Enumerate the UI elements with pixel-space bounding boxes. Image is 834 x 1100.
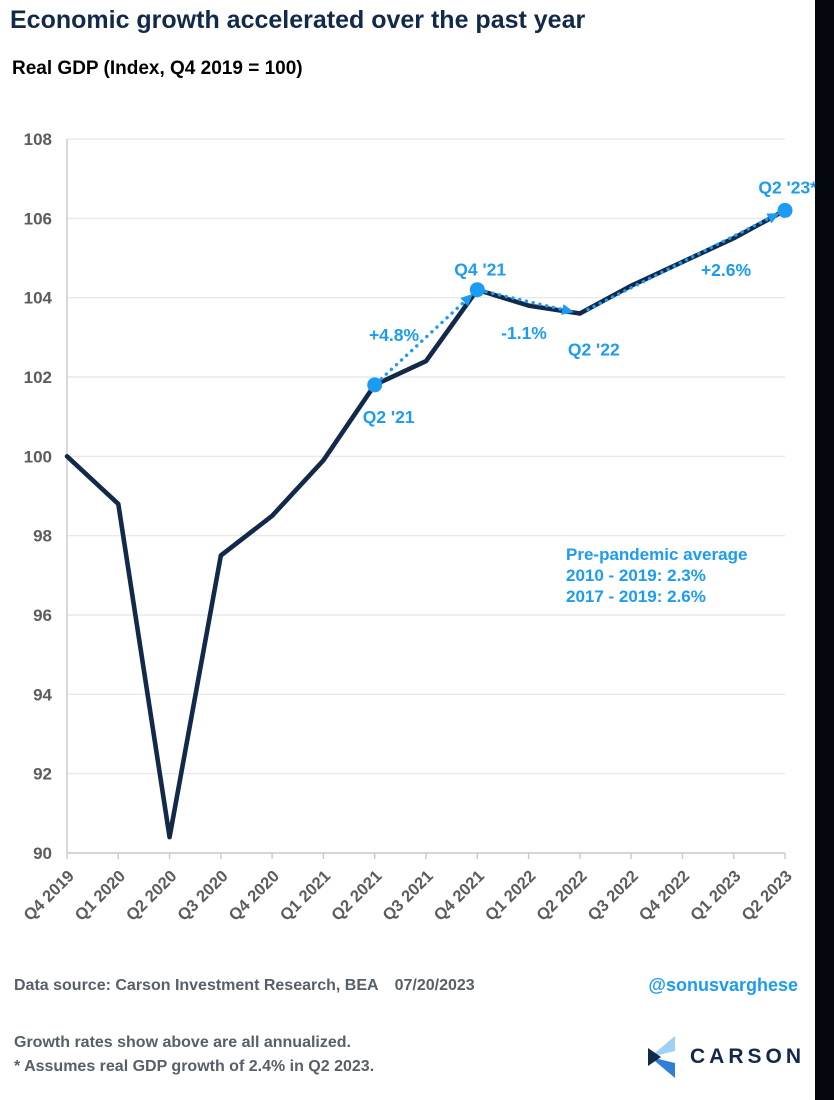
gdp-line <box>64 208 788 840</box>
twitter-handle-link[interactable]: @sonusvarghese <box>648 975 798 995</box>
x-tick-label: Q2 2020 <box>123 867 180 924</box>
highlight-marker <box>469 282 485 298</box>
x-tick-label: Q1 2022 <box>482 867 539 924</box>
arrowhead-icon <box>460 293 473 307</box>
footnote-assumption: * Assumes real GDP growth of 2.4% in Q2 … <box>14 1058 375 1075</box>
x-tick-label: Q2 2022 <box>533 867 590 924</box>
y-tick-label: 92 <box>33 765 52 784</box>
growth-rate-label: -1.1% <box>501 323 547 343</box>
growth-rate-label: +2.6% <box>701 260 752 280</box>
carson-logo: CARSON <box>648 1036 805 1078</box>
point-label: Q2 '21 <box>363 407 415 427</box>
growth-dotted-arrow <box>586 216 772 312</box>
carson-logo-text: CARSON <box>690 1045 806 1068</box>
y-tick-label: 104 <box>24 289 53 308</box>
y-tick-label: 102 <box>24 368 52 387</box>
growth-dotted-arrow <box>484 290 565 312</box>
x-tick-label: Q3 2021 <box>379 867 436 924</box>
growth-dotted-arrow <box>379 299 467 381</box>
date-text: 07/20/2023 <box>394 977 475 994</box>
y-tick-label: 94 <box>33 685 52 704</box>
x-tick-label: Q2 2023 <box>738 867 795 924</box>
point-label: Q4 '21 <box>454 260 506 280</box>
x-tick-label: Q3 2022 <box>584 867 641 924</box>
annotation-line-1: Pre-pandemic average <box>566 545 748 564</box>
x-tick-label: Q4 2020 <box>225 867 282 924</box>
x-tick-label: Q4 2021 <box>431 867 488 924</box>
x-tick-label: Q1 2023 <box>687 867 744 924</box>
chart-subtitle: Real GDP (Index, Q4 2019 = 100) <box>12 58 303 79</box>
x-tick-label: Q4 2019 <box>20 867 77 924</box>
growth-rate-label: +4.8% <box>369 325 420 345</box>
x-tick-label: Q1 2021 <box>277 867 334 924</box>
x-tick-label: Q4 2022 <box>636 867 693 924</box>
point-label: Q2 '22 <box>568 340 620 360</box>
arrowhead-icon <box>766 213 780 224</box>
data-source-row: Data source: Carson Investment Research,… <box>14 977 475 995</box>
x-tick-label: Q3 2020 <box>174 867 231 924</box>
x-tick-label: Q1 2020 <box>72 867 129 924</box>
annotation-line-3: 2017 - 2019: 2.6% <box>566 587 706 606</box>
arrowhead-icon <box>561 304 575 315</box>
data-source-text: Data source: Carson Investment Research,… <box>14 977 379 994</box>
footnotes: Growth rates show above are all annualiz… <box>14 1031 374 1079</box>
page-title: Economic growth accelerated over the pas… <box>10 6 586 34</box>
y-tick-label: 106 <box>24 209 52 228</box>
x-tick-label: Q2 2021 <box>328 867 385 924</box>
point-label: Q2 '23* <box>758 177 817 197</box>
y-tick-label: 96 <box>33 606 52 625</box>
pre-pandemic-annotation: Pre-pandemic average 2010 - 2019: 2.3% 2… <box>566 544 747 607</box>
highlight-marker <box>367 377 383 393</box>
carson-logo-icon <box>648 1036 675 1078</box>
y-tick-label: 108 <box>24 130 52 149</box>
right-edge-strip <box>815 0 834 1100</box>
annotation-line-2: 2010 - 2019: 2.3% <box>566 566 706 585</box>
y-tick-label: 100 <box>24 447 52 466</box>
highlight-marker <box>777 202 793 218</box>
y-tick-label: 98 <box>33 527 52 546</box>
y-tick-label: 90 <box>33 844 52 863</box>
footnote-annualized: Growth rates show above are all annualiz… <box>14 1034 351 1051</box>
